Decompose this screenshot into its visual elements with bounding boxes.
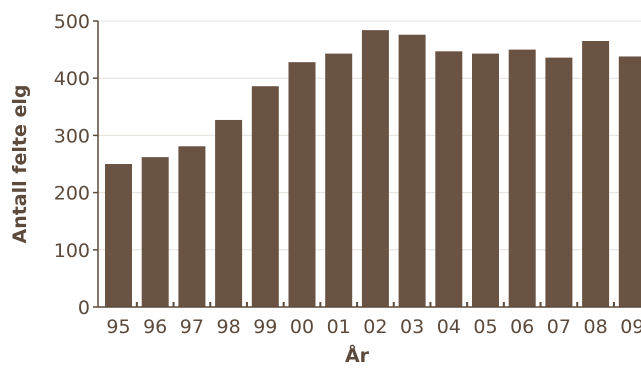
y-axis-title: Antall felte elg [9,84,31,243]
bar-01 [325,53,353,307]
bar-04 [435,51,463,307]
y-tick-label: 500 [54,11,90,33]
bar-97 [178,146,206,307]
bar-05 [472,53,499,307]
x-tick-label: 99 [253,316,277,338]
x-tick-label: 00 [290,316,314,338]
x-tick-label: 02 [363,316,387,338]
y-tick-label: 400 [54,68,90,90]
bar-95 [105,164,132,307]
x-tick-label: 07 [547,316,571,338]
bar-06 [508,49,536,307]
x-tick-label: 05 [473,316,497,338]
x-tick-label: 95 [106,316,130,338]
x-tick-label: 97 [180,316,204,338]
bar-03 [398,34,426,308]
x-tick-label: 96 [143,316,167,338]
bar-09 [618,56,641,307]
x-tick-labels: 95 96 97 98 99 00 01 02 03 04 05 06 07 08 09 [106,316,641,338]
bar-07 [545,57,573,307]
bar-02 [361,30,389,307]
bar-96 [141,157,169,307]
y-tick-label: 200 [54,183,90,205]
bar-99 [251,86,279,307]
axes [93,20,641,308]
x-tick-label: 98 [217,316,241,338]
x-tick-label: 08 [584,316,608,338]
bar-98 [215,119,243,308]
x-axis-title: År [345,343,370,367]
x-tick-label: 03 [400,316,424,338]
y-tick-labels: 0 100 200 300 400 500 [54,11,90,319]
y-tick-label: 100 [54,240,90,262]
x-tick-label: 06 [510,316,534,338]
x-tick-label: 04 [437,316,461,338]
bar-08 [582,41,610,308]
y-tick-label: 300 [54,125,90,147]
bar-00 [288,62,316,308]
bars [105,30,641,308]
y-tick-label: 0 [78,297,90,319]
x-tick-label: 01 [327,316,351,338]
x-tick-label: 09 [620,316,641,338]
